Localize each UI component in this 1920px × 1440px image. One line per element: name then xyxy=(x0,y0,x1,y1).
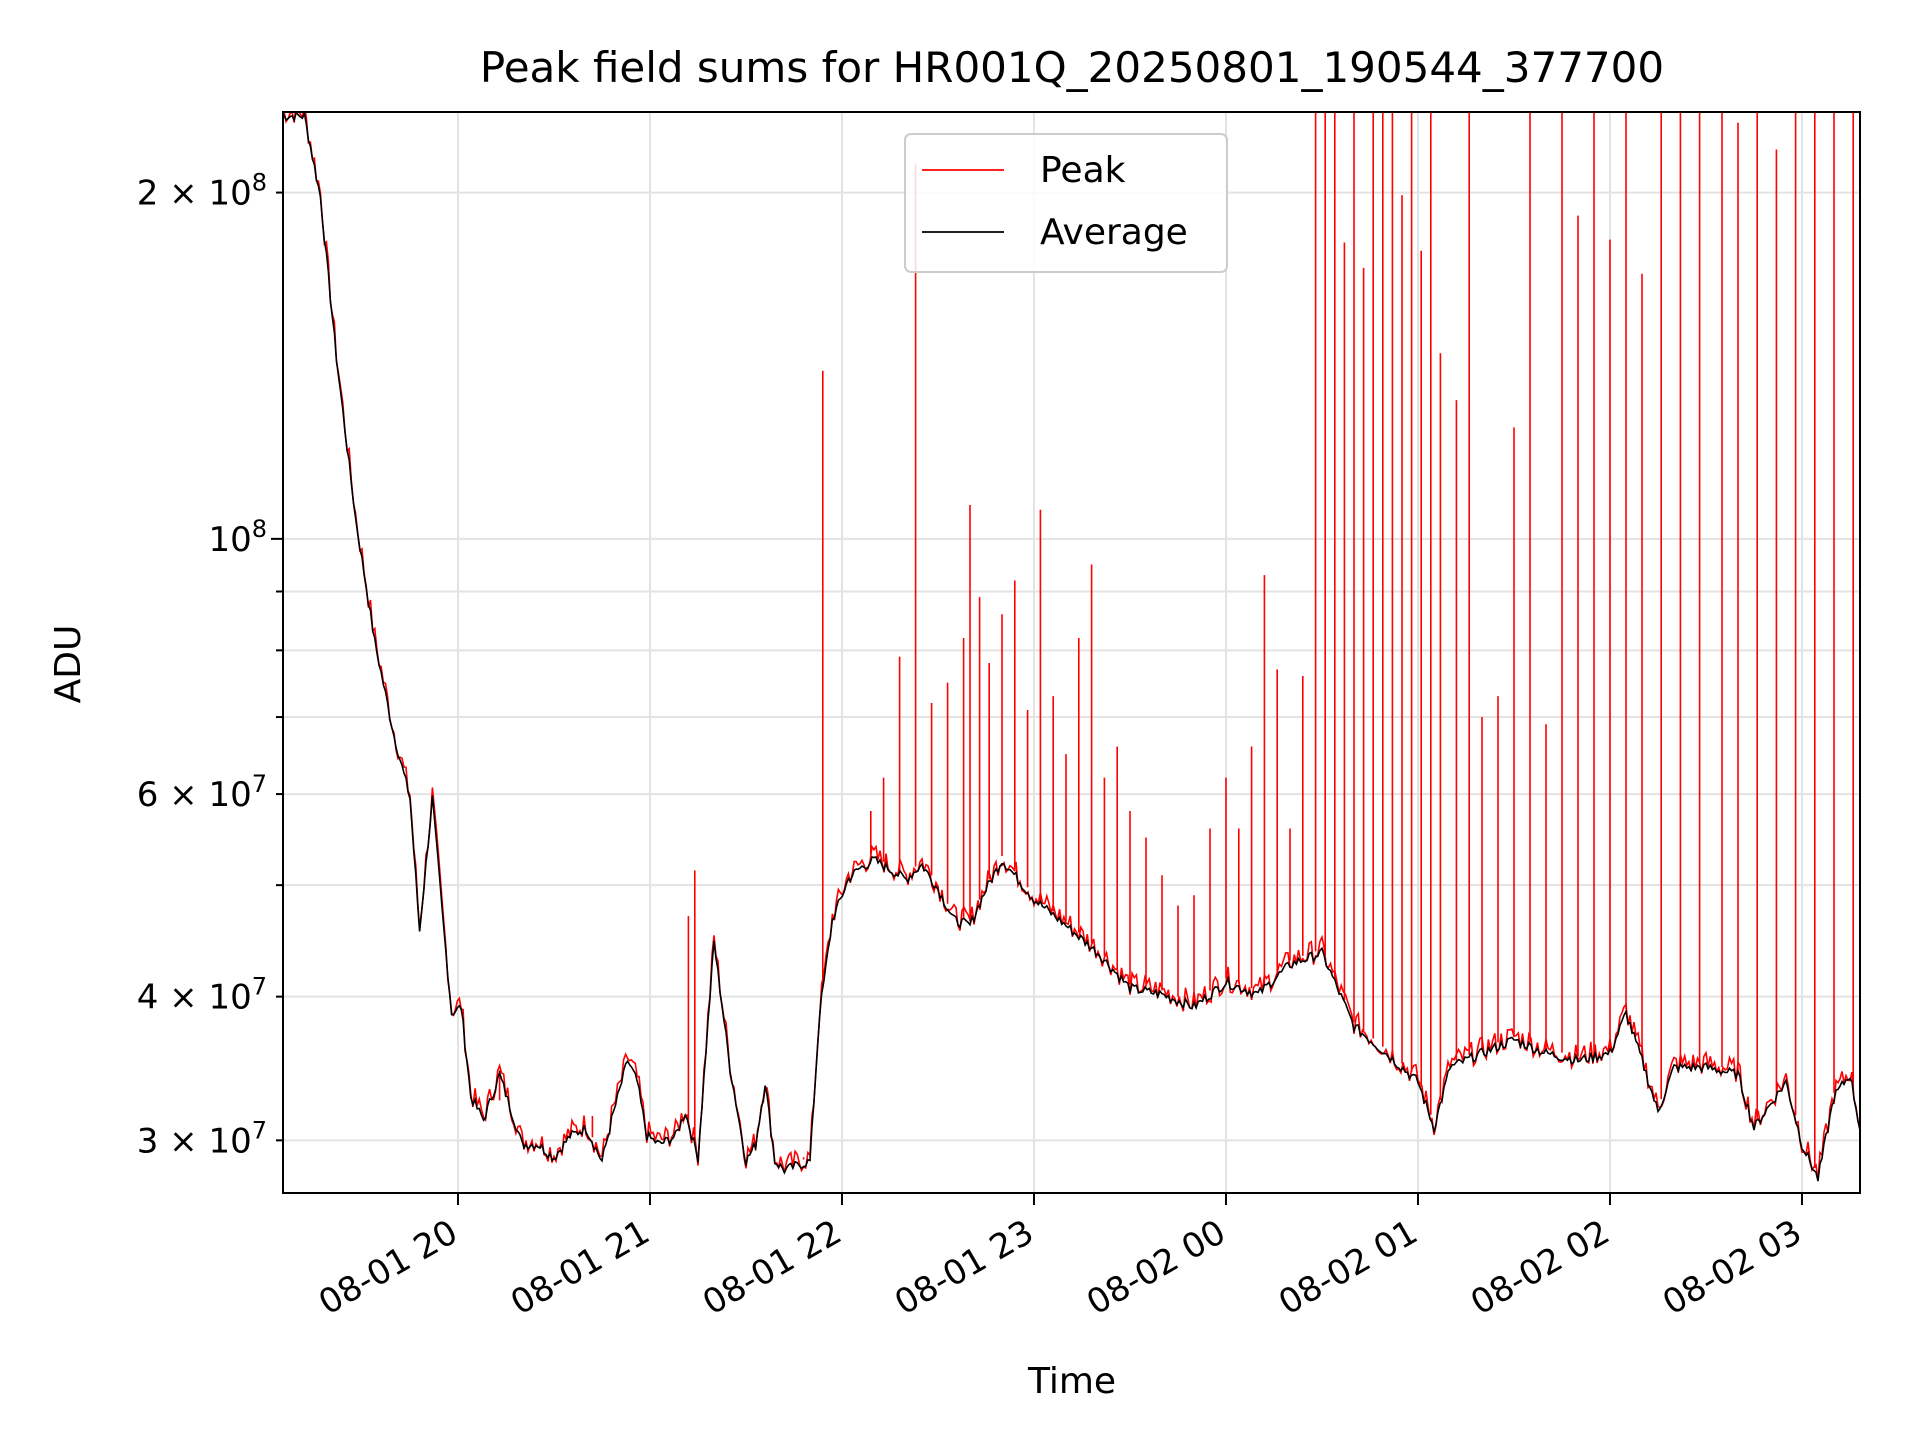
legend: Peak Average xyxy=(904,133,1228,273)
y-tick-times: × xyxy=(158,978,208,1018)
y-tick-label: 2 × 108 xyxy=(137,169,267,214)
y-tick-times: × xyxy=(158,775,208,815)
y-tick-mantissa: 4 xyxy=(137,978,159,1018)
y-tick-mantissa: 6 xyxy=(137,775,159,815)
plot-area xyxy=(283,112,1860,1182)
y-tick-base: 10 xyxy=(208,775,251,815)
legend-label: Average xyxy=(1040,212,1188,253)
y-tick-label: 4 × 107 xyxy=(137,973,267,1018)
y-tick-mantissa: 2 xyxy=(137,174,159,214)
series-group xyxy=(283,112,1860,1182)
axes-frame xyxy=(282,111,1861,1194)
y-tick-times: × xyxy=(158,1121,208,1161)
y-tick-times: × xyxy=(158,174,208,214)
y-tick-label: 3 × 107 xyxy=(137,1116,267,1161)
y-tick-exponent: 7 xyxy=(252,973,267,1001)
y-tick-exponent: 8 xyxy=(252,169,267,197)
legend-box xyxy=(904,133,1228,273)
y-tick-base: 10 xyxy=(208,978,251,1018)
chart-title: Peak field sums for HR001Q_20250801_1905… xyxy=(480,43,1664,92)
y-tick-base: 10 xyxy=(208,520,251,560)
x-axis-label: Time xyxy=(1027,1361,1116,1402)
y-tick-exponent: 7 xyxy=(252,1116,267,1144)
grid xyxy=(283,112,1860,1193)
y-tick-label: 108 xyxy=(208,515,267,560)
y-tick-base: 10 xyxy=(208,174,251,214)
y-axis-label: ADU xyxy=(48,625,89,704)
y-tick-label: 6 × 107 xyxy=(137,770,267,815)
y-tick-mantissa: 3 xyxy=(137,1121,159,1161)
y-tick-exponent: 8 xyxy=(252,515,267,543)
legend-label: Peak xyxy=(1040,150,1126,191)
y-tick-base: 10 xyxy=(208,1121,251,1161)
y-tick-exponent: 7 xyxy=(252,770,267,798)
average-series-line xyxy=(283,112,1860,1182)
